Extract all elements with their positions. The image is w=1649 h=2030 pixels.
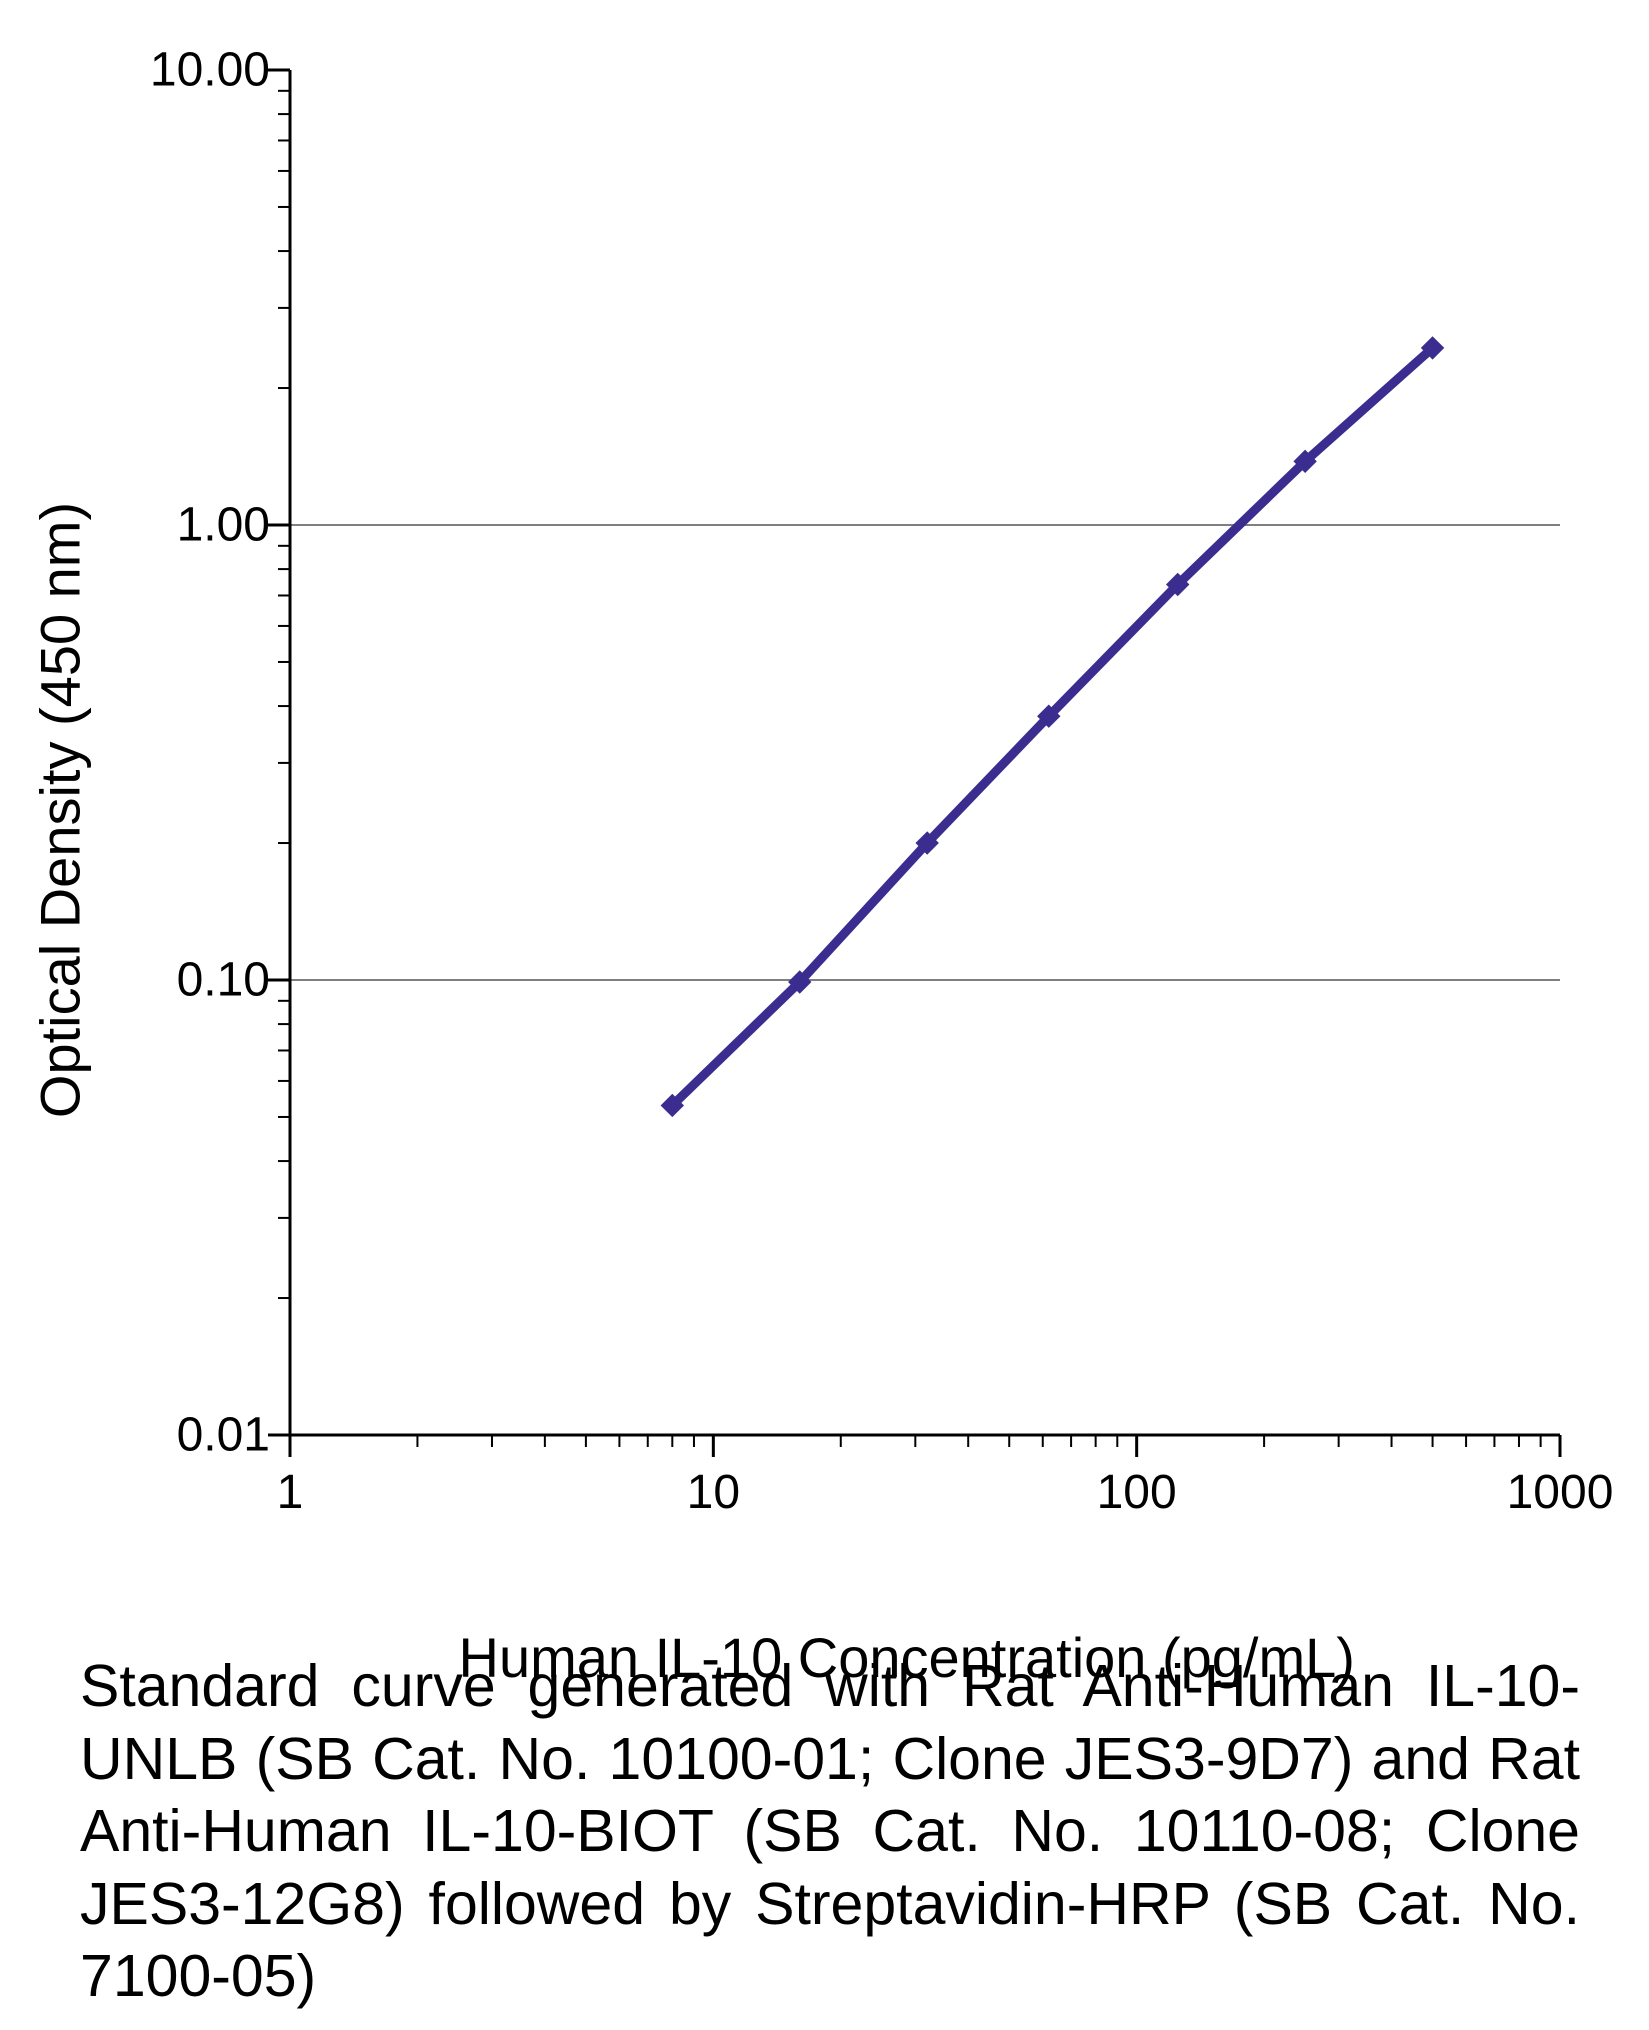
caption-text: Standard curve generated with Rat Anti-H… xyxy=(80,1650,1580,2013)
x-tick-label: 1000 xyxy=(1507,1465,1614,1520)
x-tick-label: 100 xyxy=(1097,1465,1177,1520)
x-tick-label: 1 xyxy=(277,1465,304,1520)
chart-region: Optical Density (450 nm) 0.010.101.0010.… xyxy=(100,60,1570,1560)
x-tick-label: 10 xyxy=(687,1465,740,1520)
y-tick-label: 1.00 xyxy=(177,498,270,553)
y-axis-title: Optical Density (450 nm) xyxy=(28,502,93,1118)
y-tick-label: 10.00 xyxy=(150,43,270,98)
page-container: Optical Density (450 nm) 0.01 0.10 1.00 10.… xyxy=(0,0,1649,2030)
plot-area xyxy=(290,70,1560,1435)
y-tick-label: 0.01 xyxy=(177,1408,270,1463)
y-tick-label: 0.10 xyxy=(177,953,270,1008)
